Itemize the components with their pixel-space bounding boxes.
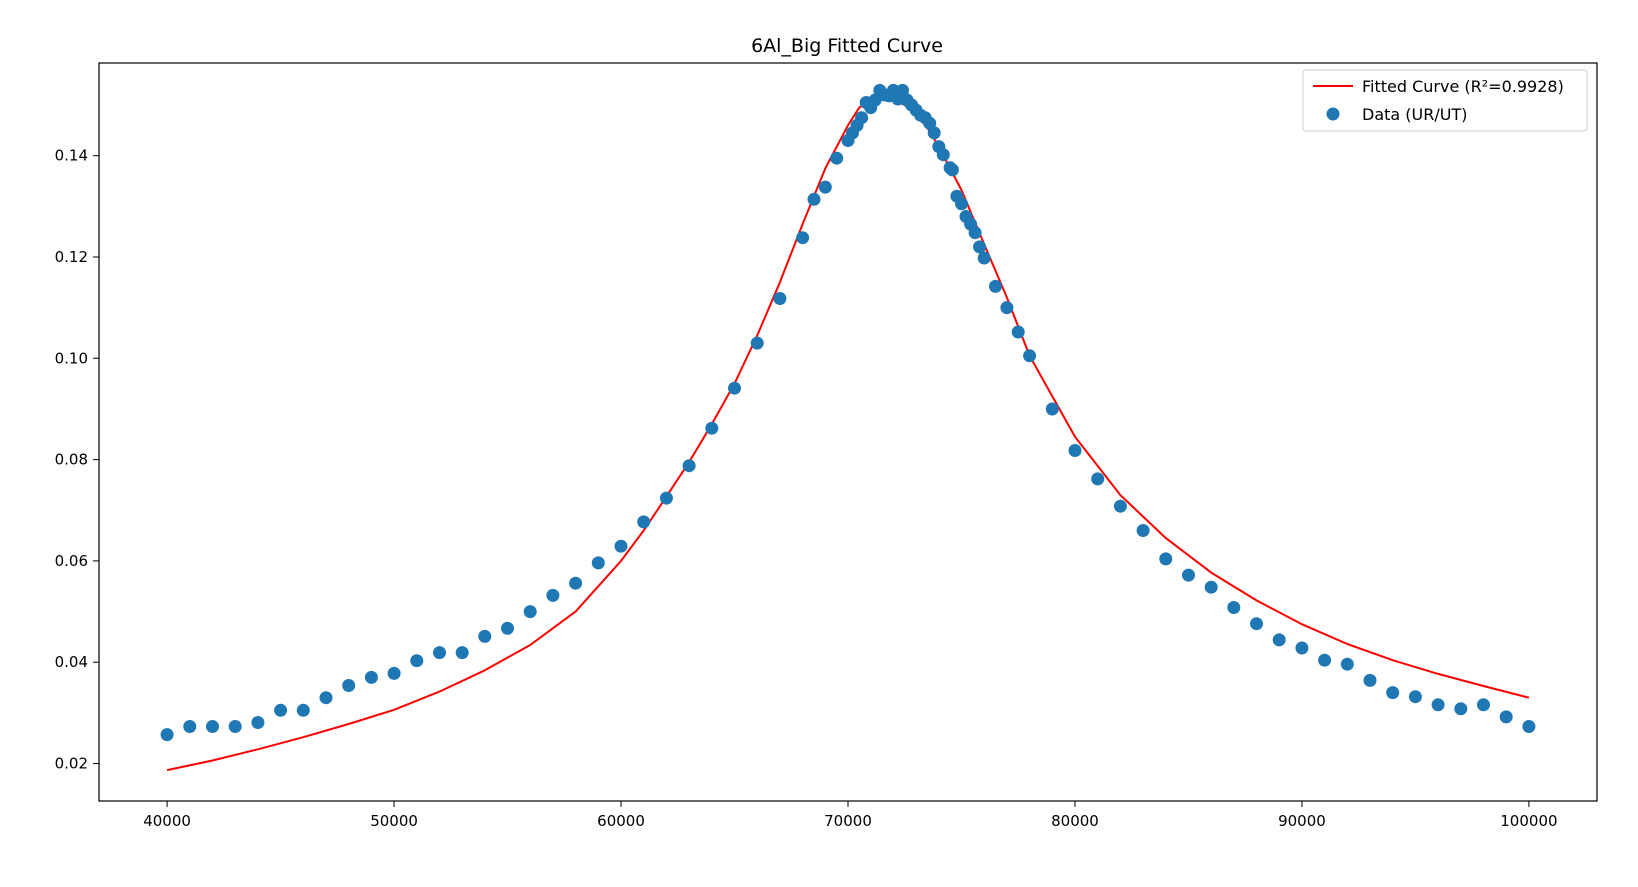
y-tick-label: 0.08	[55, 451, 88, 469]
data-point	[251, 716, 265, 729]
data-point	[955, 197, 968, 211]
chart-title: 6Al_Big Fitted Curve	[751, 35, 943, 57]
data-point	[614, 539, 628, 553]
data-point	[433, 646, 446, 660]
data-point	[936, 148, 950, 162]
data-point	[410, 654, 424, 668]
data-point	[183, 720, 197, 733]
y-axis: 0.02 0.04 0.06 0.08 0.10 0.12 0.14	[55, 147, 99, 773]
data-point	[818, 180, 832, 194]
data-point	[973, 240, 987, 254]
data-point	[773, 292, 787, 305]
data-point	[1363, 673, 1377, 687]
data-point	[478, 629, 492, 643]
data-point	[728, 381, 741, 395]
data-point	[274, 703, 288, 717]
data-point	[1159, 552, 1173, 566]
x-axis: 40000 50000 60000 70000 80000 90000 100000	[143, 801, 1558, 830]
x-tick-label: 50000	[370, 812, 418, 830]
data-point	[659, 491, 673, 505]
data-point	[1454, 702, 1468, 716]
data-point	[830, 151, 844, 165]
data-point	[1011, 325, 1025, 339]
legend: Fitted Curve (R²=0.9928) Data (UR/UT)	[1302, 69, 1588, 132]
legend-data-marker-icon	[1326, 107, 1340, 121]
data-point	[1408, 690, 1422, 704]
data-point	[1272, 633, 1286, 647]
data-point	[1477, 698, 1490, 712]
y-tick-label: 0.04	[55, 653, 88, 671]
data-point	[1000, 301, 1014, 315]
data-point	[1295, 641, 1309, 655]
y-tick-label: 0.02	[55, 755, 88, 773]
plot-area	[160, 83, 1536, 772]
data-point	[855, 111, 869, 125]
legend-box	[1302, 69, 1588, 132]
data-point	[1227, 601, 1241, 614]
data-point	[546, 588, 560, 602]
x-tick-label: 90000	[1278, 812, 1326, 830]
data-point	[1091, 472, 1105, 486]
data-point	[637, 515, 651, 529]
data-point	[1250, 617, 1263, 631]
data-point	[705, 421, 719, 435]
data-point	[1182, 568, 1195, 582]
data-point	[319, 691, 333, 705]
data-point	[342, 679, 356, 692]
x-tick-label: 70000	[824, 812, 872, 830]
data-point	[1318, 653, 1332, 667]
data-point	[591, 556, 605, 570]
data-point	[682, 459, 696, 473]
data-point	[523, 605, 537, 619]
data-point	[1068, 444, 1082, 457]
x-tick-label: 100000	[1500, 812, 1557, 830]
data-point	[364, 670, 378, 684]
data-point	[1340, 657, 1354, 671]
data-point	[927, 126, 941, 140]
data-point	[387, 666, 401, 680]
x-tick-label: 60000	[597, 812, 645, 830]
data-point	[1431, 698, 1445, 712]
data-point	[228, 720, 242, 733]
data-point	[160, 728, 174, 742]
y-tick-label: 0.12	[55, 248, 88, 266]
data-point	[977, 251, 991, 265]
y-tick-label: 0.14	[55, 147, 88, 165]
data-point	[206, 720, 219, 733]
data-point	[1522, 720, 1536, 733]
data-point	[1045, 402, 1059, 416]
data-point	[807, 192, 821, 206]
data-point	[989, 279, 1002, 293]
x-tick-label: 40000	[143, 812, 191, 830]
data-point	[1113, 499, 1127, 513]
data-point	[945, 163, 959, 177]
data-point	[968, 226, 982, 240]
data-point	[1499, 710, 1513, 724]
x-tick-label: 80000	[1051, 812, 1099, 830]
y-tick-label: 0.06	[55, 552, 88, 570]
data-point	[750, 336, 764, 350]
data-point	[501, 621, 514, 635]
data-point	[1204, 580, 1218, 594]
data-point	[1023, 349, 1037, 363]
data-point	[1386, 686, 1400, 700]
data-point	[296, 703, 310, 717]
data-point	[455, 646, 469, 660]
data-point	[569, 576, 583, 590]
data-point	[1136, 524, 1150, 537]
legend-fit-label: Fitted Curve (R²=0.9928)	[1362, 77, 1564, 96]
data-point	[796, 231, 810, 245]
y-tick-label: 0.10	[55, 349, 88, 367]
legend-data-label: Data (UR/UT)	[1362, 105, 1467, 124]
